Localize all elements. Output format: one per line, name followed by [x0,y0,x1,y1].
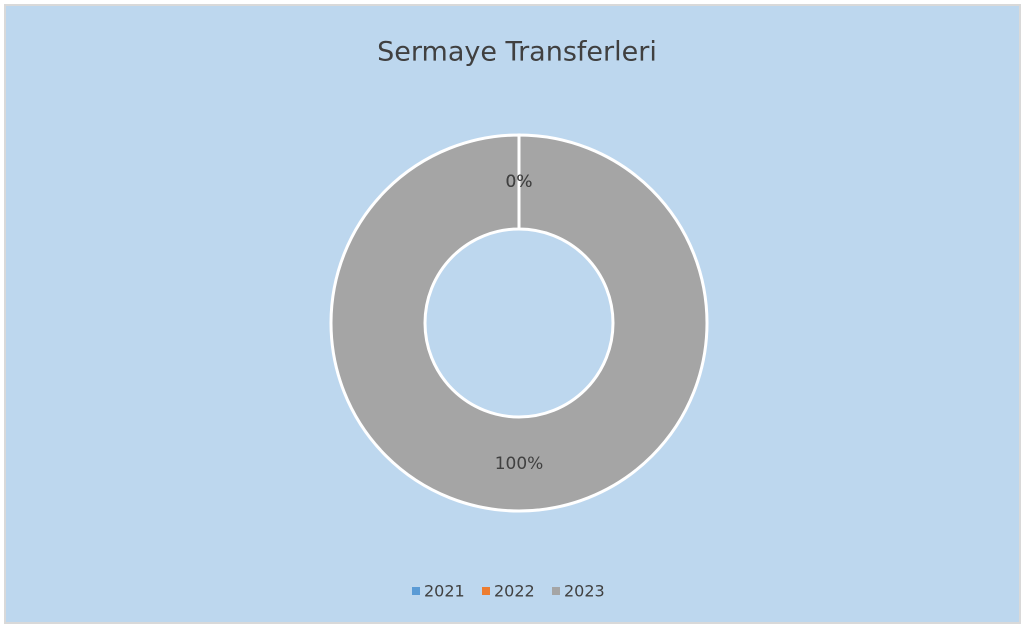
legend-marker [412,587,420,595]
legend-label: 2022 [494,582,535,601]
data-label: 100% [495,454,544,474]
data-label: 0% [506,172,533,192]
chart-area [4,4,1021,624]
donut-slice [329,133,709,513]
legend-marker [482,587,490,595]
legend-marker [552,587,560,595]
chart-title: Sermaye Transferleri [377,37,657,68]
legend-label: 2021 [424,582,465,601]
data-label: 0% [506,172,533,192]
legend-label: 2023 [564,582,605,601]
